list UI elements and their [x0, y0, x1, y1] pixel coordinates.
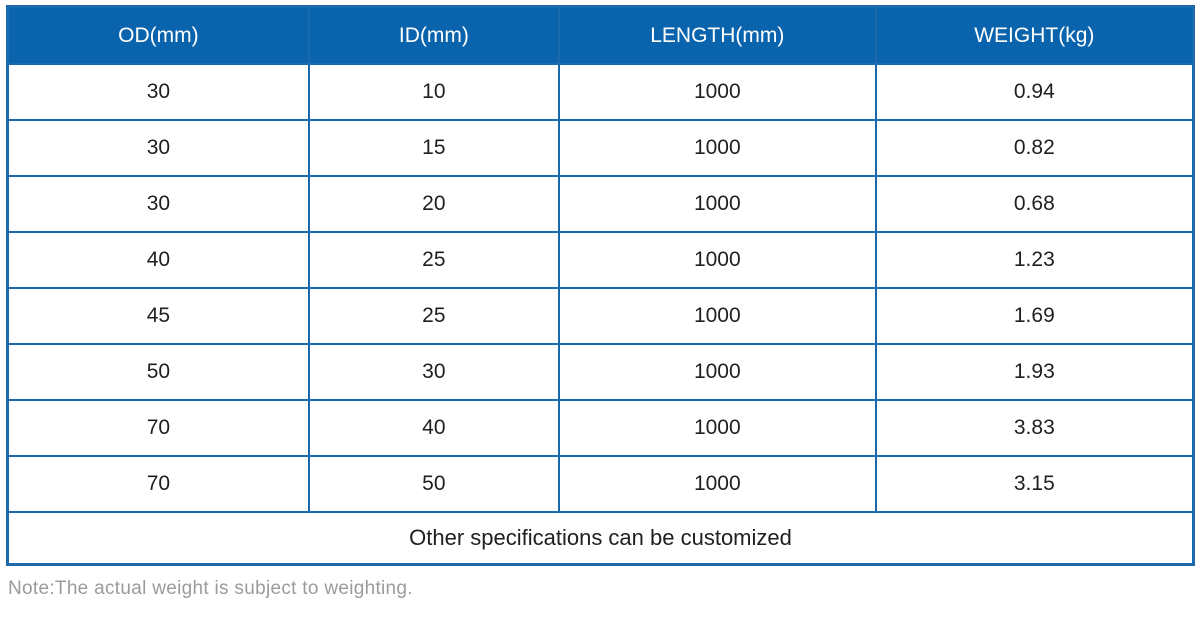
- cell-weight: 0.68: [874, 175, 1195, 233]
- cell-length: 1000: [557, 231, 877, 289]
- cell-weight: 0.94: [874, 63, 1195, 121]
- table-row: 45 25 1000 1.69: [6, 287, 1195, 345]
- weight-disclaimer-note: Note:The actual weight is subject to wei…: [8, 578, 413, 599]
- cell-id: 50: [307, 455, 560, 513]
- cell-length: 1000: [557, 63, 877, 121]
- cell-length: 1000: [557, 343, 877, 401]
- cell-id: 40: [307, 399, 560, 457]
- cell-id: 25: [307, 287, 560, 345]
- cell-od: 70: [6, 399, 310, 457]
- column-header-length: LENGTH(mm): [557, 5, 877, 65]
- cell-id: 25: [307, 231, 560, 289]
- table-row: 30 20 1000 0.68: [6, 175, 1195, 233]
- table-row: 40 25 1000 1.23: [6, 231, 1195, 289]
- cell-id: 15: [307, 119, 560, 177]
- cell-od: 70: [6, 455, 310, 513]
- cell-length: 1000: [557, 287, 877, 345]
- table-row: 70 50 1000 3.15: [6, 455, 1195, 513]
- cell-weight: 3.15: [874, 455, 1195, 513]
- table-row: 30 10 1000 0.94: [6, 63, 1195, 121]
- table-row: 50 30 1000 1.93: [6, 343, 1195, 401]
- cell-od: 50: [6, 343, 310, 401]
- cell-od: 40: [6, 231, 310, 289]
- cell-od: 30: [6, 63, 310, 121]
- cell-weight: 0.82: [874, 119, 1195, 177]
- cell-length: 1000: [557, 175, 877, 233]
- table-footer-row: Other specifications can be customized: [6, 511, 1195, 566]
- cell-od: 30: [6, 175, 310, 233]
- cell-id: 10: [307, 63, 560, 121]
- cell-od: 30: [6, 119, 310, 177]
- cell-od: 45: [6, 287, 310, 345]
- cell-weight: 1.93: [874, 343, 1195, 401]
- cell-length: 1000: [557, 455, 877, 513]
- customization-note-cell: Other specifications can be customized: [6, 511, 1195, 566]
- column-header-weight: WEIGHT(kg): [874, 5, 1195, 65]
- column-header-id: ID(mm): [307, 5, 560, 65]
- spec-table: OD(mm) ID(mm) LENGTH(mm) WEIGHT(kg) 30 1…: [6, 5, 1195, 566]
- cell-weight: 3.83: [874, 399, 1195, 457]
- cell-length: 1000: [557, 119, 877, 177]
- table-row: 30 15 1000 0.82: [6, 119, 1195, 177]
- spec-table-container: OD(mm) ID(mm) LENGTH(mm) WEIGHT(kg) 30 1…: [6, 5, 1195, 566]
- cell-length: 1000: [557, 399, 877, 457]
- table-header-row: OD(mm) ID(mm) LENGTH(mm) WEIGHT(kg): [6, 5, 1195, 65]
- column-header-od: OD(mm): [6, 5, 310, 65]
- table-row: 70 40 1000 3.83: [6, 399, 1195, 457]
- cell-id: 20: [307, 175, 560, 233]
- cell-id: 30: [307, 343, 560, 401]
- cell-weight: 1.23: [874, 231, 1195, 289]
- cell-weight: 1.69: [874, 287, 1195, 345]
